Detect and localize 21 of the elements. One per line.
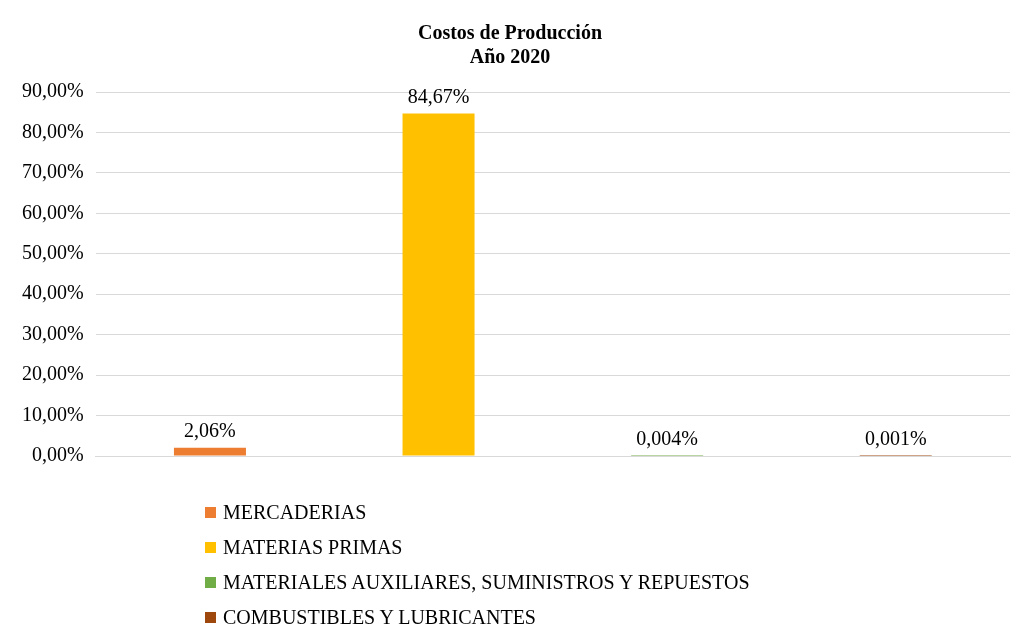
y-tick-label: 90,00% bbox=[21, 79, 84, 102]
legend-label: MERCADERIAS bbox=[223, 501, 367, 524]
legend-label: MATERIAS PRIMAS bbox=[223, 536, 403, 559]
legend-label: MATERIALES AUXILIARES, SUMINISTROS Y REPUESTOS bbox=[223, 571, 750, 594]
legend-label: COMBUSTIBLES Y LUBRICANTES bbox=[223, 606, 536, 629]
y-tick-label: 50,00% bbox=[21, 241, 84, 264]
data-label: 84,67% bbox=[407, 84, 470, 107]
bar bbox=[402, 113, 475, 456]
y-tick-label: 20,00% bbox=[21, 362, 84, 385]
bar bbox=[173, 447, 246, 456]
y-tick-label: 30,00% bbox=[21, 321, 84, 344]
data-label: 0,004% bbox=[636, 427, 698, 450]
y-tick-label: 10,00% bbox=[21, 402, 84, 425]
y-tick-label: 40,00% bbox=[21, 281, 84, 304]
chart-title: Costos de Producción Año 2020 bbox=[417, 21, 603, 68]
y-tick-label: 0,00% bbox=[31, 443, 84, 466]
y-tick-label: 70,00% bbox=[21, 160, 84, 183]
y-tick-label: 80,00% bbox=[21, 119, 84, 142]
data-label: 2,06% bbox=[184, 418, 236, 441]
data-label: 0,001% bbox=[864, 427, 927, 450]
y-tick-label: 60,00% bbox=[21, 200, 84, 223]
